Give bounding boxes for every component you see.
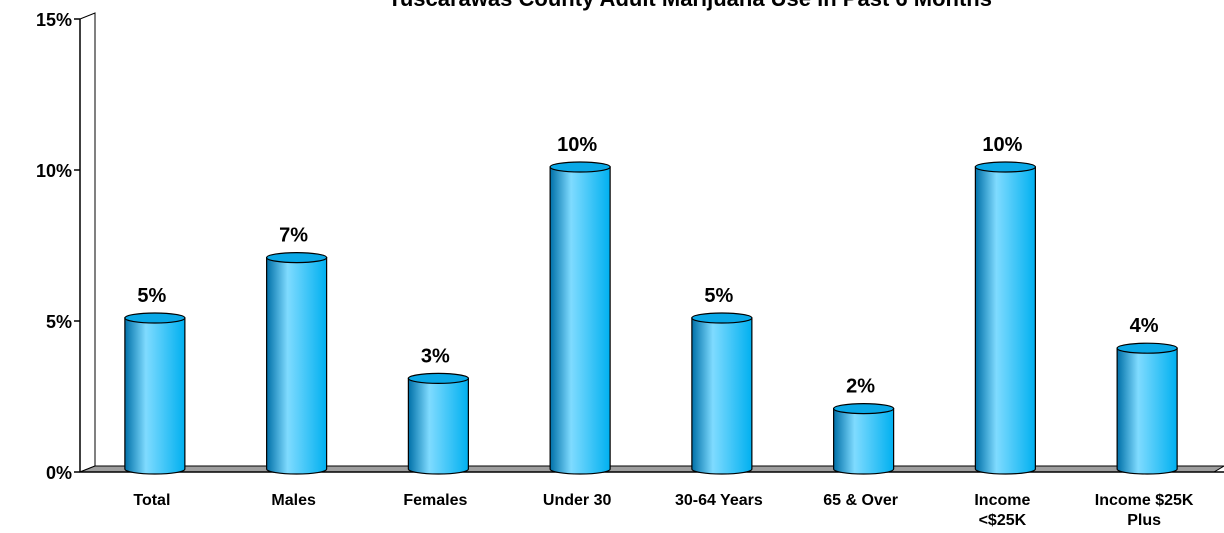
x-tick-label: Income <$25K: [974, 492, 1030, 529]
bar: [124, 312, 186, 475]
bar-top: [407, 372, 469, 384]
bar-body: [833, 408, 895, 475]
x-tick-label: Total: [133, 492, 170, 509]
y-tick-label: 10%: [36, 161, 72, 181]
x-tick-label: Females: [403, 492, 467, 509]
bar: [974, 161, 1036, 475]
y-tick-label: 5%: [46, 312, 72, 332]
bar: [407, 372, 469, 475]
chart-title: Tuscarawas County Adult Marijuana Use in…: [388, 0, 992, 11]
bar-body: [1116, 347, 1178, 475]
bar-top: [124, 312, 186, 324]
bar-top: [974, 161, 1036, 173]
x-tick-label: 30-64 Years: [675, 492, 763, 509]
bar: [833, 403, 895, 475]
bar: [266, 252, 328, 475]
data-label: 2%: [846, 376, 875, 398]
data-label: 5%: [137, 285, 166, 307]
bar-body: [124, 317, 186, 475]
x-tick-label: 65 & Over: [823, 492, 898, 509]
bar: [691, 312, 753, 475]
bar-body: [266, 257, 328, 475]
data-label: 10%: [557, 134, 597, 156]
data-label: 4%: [1130, 315, 1159, 337]
x-tick-label: Income $25K Plus: [1095, 492, 1194, 529]
data-label: 3%: [421, 345, 450, 367]
side-wall: [79, 12, 96, 473]
bar-body: [974, 166, 1036, 475]
bar: [1116, 342, 1178, 475]
bar-body: [407, 377, 469, 475]
x-tick-label: Males: [271, 492, 316, 509]
data-label: 5%: [704, 285, 733, 307]
bar-body: [549, 166, 611, 475]
data-label: 7%: [279, 225, 308, 247]
data-label: 10%: [982, 134, 1022, 156]
bar-top: [549, 161, 611, 173]
bar-top: [1116, 342, 1178, 354]
bar-top: [691, 312, 753, 324]
y-tick-label: 0%: [46, 463, 72, 483]
bar: [549, 161, 611, 475]
bar-body: [691, 317, 753, 475]
floor: [79, 465, 1224, 473]
x-tick-label: Under 30: [543, 492, 612, 509]
y-tick-label: 15%: [36, 10, 72, 30]
bar-top: [266, 252, 328, 264]
bar-top: [833, 403, 895, 415]
